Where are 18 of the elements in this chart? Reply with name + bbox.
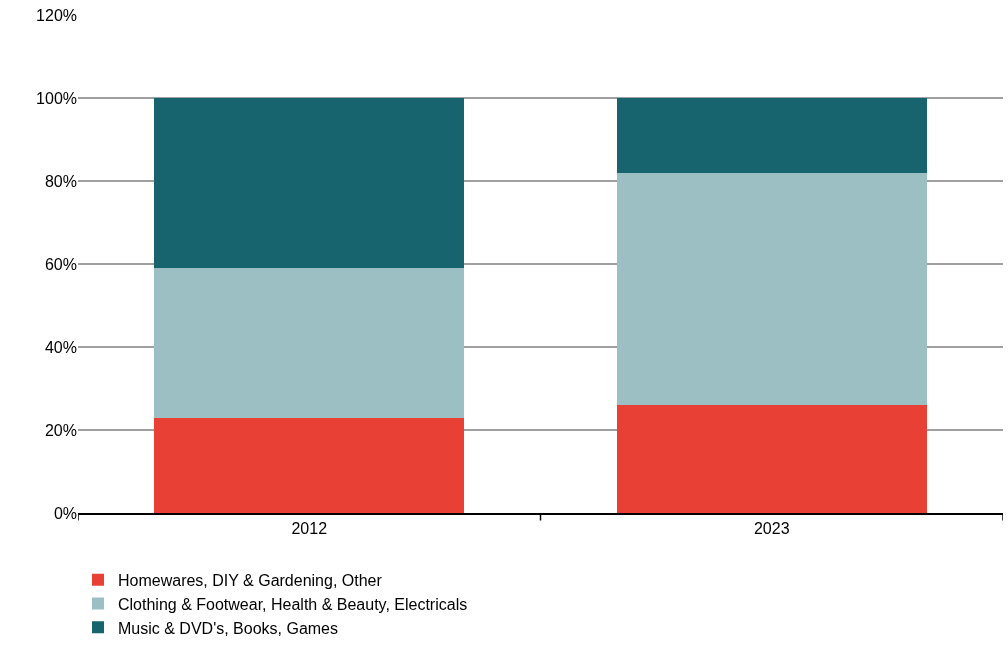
bar — [154, 417, 465, 513]
legend-label: Music & DVD's, Books, Games — [118, 619, 338, 637]
bar — [154, 268, 465, 418]
x-tick-label: 2023 — [753, 520, 790, 538]
bar — [616, 405, 927, 513]
y-tick-label: 20% — [44, 421, 77, 439]
bar — [616, 172, 927, 406]
y-tick-label: 80% — [44, 172, 77, 190]
y-tick-label: 60% — [44, 255, 77, 273]
y-tick-label: 0% — [53, 504, 77, 522]
bar — [154, 98, 465, 269]
y-tick-label: 40% — [44, 338, 77, 356]
legend-label: Clothing & Footwear, Health & Beauty, Electricals — [118, 595, 468, 613]
y-tick-label: 120% — [36, 6, 77, 24]
y-tick-label: 100% — [36, 89, 77, 107]
x-tick-label: 2012 — [291, 520, 328, 538]
bar — [616, 98, 927, 173]
legend-label: Homewares, DIY & Gardening, Other — [118, 571, 383, 589]
